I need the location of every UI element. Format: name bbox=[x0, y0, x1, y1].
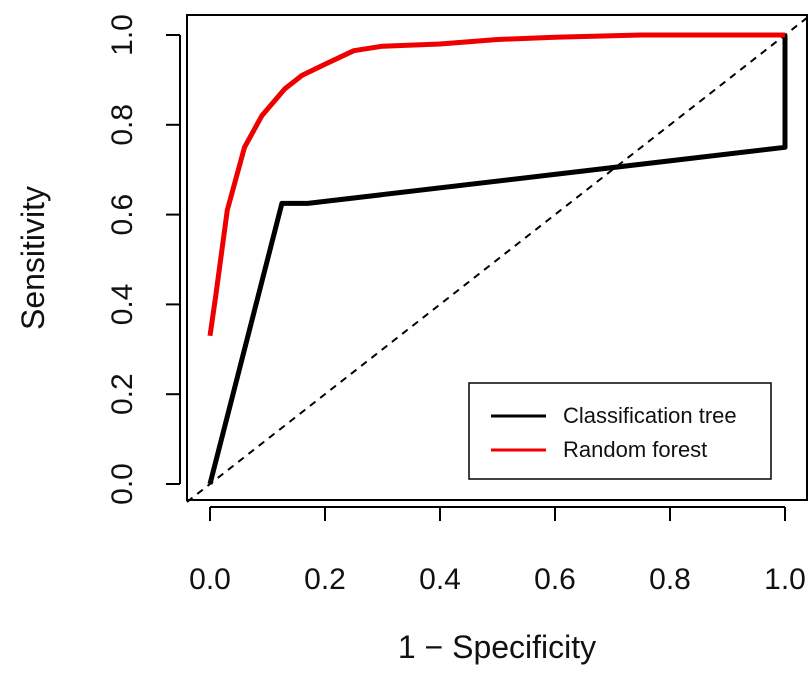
legend-label-classification-tree: Classification tree bbox=[563, 403, 737, 428]
x-tick-label: 0.4 bbox=[419, 563, 461, 596]
y-tick-label: 0.8 bbox=[106, 104, 139, 146]
plot-frame bbox=[186, 14, 808, 501]
y-tick-label: 0.4 bbox=[106, 284, 139, 326]
series-line-classification-tree bbox=[207, 35, 788, 485]
y-axis-title: Sensitivity bbox=[15, 186, 51, 330]
y-tick-label: 0.0 bbox=[106, 463, 139, 505]
y-tick-label: 0.6 bbox=[106, 194, 139, 236]
reference-layer bbox=[186, 16, 809, 503]
y-axis: 0.0 0.2 0.4 0.6 0.8 1.0 bbox=[106, 14, 181, 505]
x-tick-label: 1.0 bbox=[764, 563, 806, 596]
x-tick-label: 0.2 bbox=[304, 563, 346, 596]
reference-diagonal-line bbox=[186, 16, 809, 503]
legend-label-random-forest: Random forest bbox=[563, 437, 707, 462]
legend-box bbox=[468, 382, 772, 480]
x-tick-label: 0.6 bbox=[534, 563, 576, 596]
x-axis-title: 1 − Specificity bbox=[398, 629, 596, 665]
legend: Classification tree Random forest bbox=[468, 382, 772, 480]
series-layer bbox=[207, 32, 788, 485]
y-tick-label: 1.0 bbox=[106, 14, 139, 56]
series-line-random-forest bbox=[207, 32, 785, 337]
x-tick-label: 0.0 bbox=[189, 563, 231, 596]
x-axis: 0.0 0.2 0.4 0.6 0.8 1.0 bbox=[189, 506, 806, 596]
y-tick-label: 0.2 bbox=[106, 373, 139, 415]
x-tick-label: 0.8 bbox=[649, 563, 691, 596]
